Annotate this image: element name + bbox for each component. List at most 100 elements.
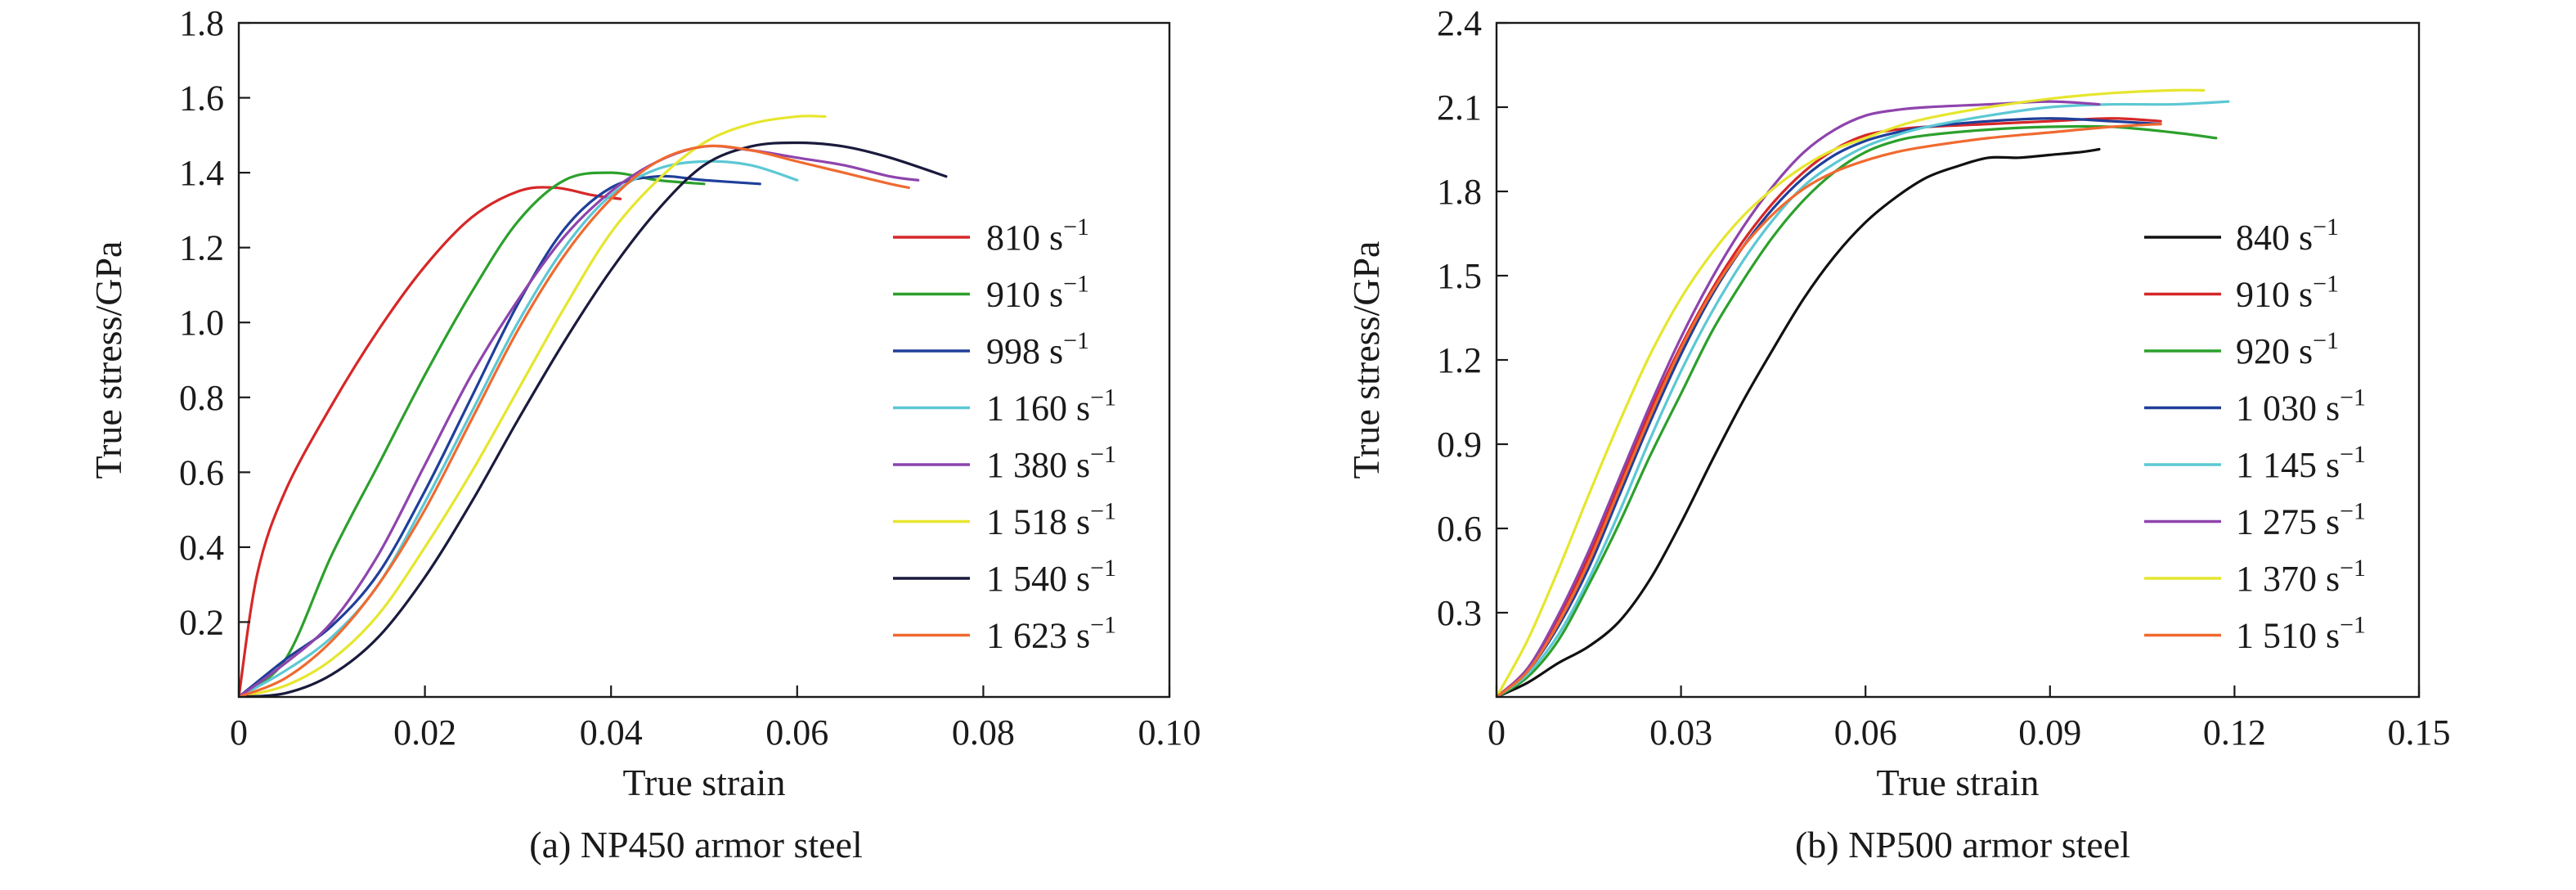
- legend-space: [1067, 559, 1076, 599]
- legend-rate-value: 1 623: [986, 616, 1067, 656]
- y-tick-label: 1.2: [1437, 340, 1482, 380]
- series-line-1510: [1497, 123, 2162, 697]
- legend-rate-unit: s: [1076, 502, 1090, 542]
- legend-rate-exponent: −1: [1063, 271, 1089, 298]
- legend-rate-exponent: −1: [2313, 327, 2339, 354]
- legend-space: [1067, 502, 1076, 542]
- legend-label: 1 518 s−1: [986, 498, 1116, 542]
- legend-rate-exponent: −1: [2340, 612, 2366, 639]
- y-tick-label: 1.0: [179, 303, 224, 343]
- y-axis-label: True stress/GPa: [1345, 241, 1387, 479]
- legend-rate-unit: s: [2299, 218, 2313, 258]
- legend-space: [2317, 502, 2326, 542]
- legend-rate-unit: s: [2326, 445, 2340, 485]
- y-tick-label: 0.3: [1437, 593, 1482, 633]
- x-axis-label: True strain: [1877, 762, 2040, 803]
- legend-space: [1067, 445, 1076, 485]
- series-line-1145: [1497, 100, 2230, 697]
- x-tick-label: 0.15: [2388, 712, 2451, 753]
- series-line-1370: [1497, 88, 2206, 697]
- legend-rate-exponent: −1: [1090, 441, 1116, 468]
- y-tick-label: 2.4: [1437, 3, 1482, 43]
- legend-rate-value: 1 145: [2236, 445, 2317, 485]
- legend-label: 840 s−1: [2236, 214, 2339, 258]
- legend-rate-value: 910: [2236, 275, 2290, 315]
- legend-rate-value: 1 275: [2236, 502, 2317, 542]
- legend-rate-value: 1 540: [986, 559, 1067, 599]
- legend-space: [2317, 389, 2326, 429]
- legend-rate-exponent: −1: [2313, 214, 2339, 240]
- legend-space: [2317, 616, 2326, 656]
- legend-label: 910 s−1: [986, 271, 1089, 315]
- y-tick-label: 0.6: [179, 452, 224, 492]
- legend-rate-value: 910: [986, 275, 1040, 315]
- series-line-1540: [239, 141, 948, 697]
- y-tick-label: 1.2: [179, 228, 224, 268]
- legend-rate-value: 1 510: [2236, 616, 2317, 656]
- legend-label: 1 380 s−1: [986, 441, 1116, 485]
- legend-rate-exponent: −1: [1063, 327, 1089, 354]
- legend-space: [1067, 389, 1076, 429]
- legend-space: [2317, 559, 2326, 599]
- legend-rate-exponent: −1: [1090, 384, 1116, 411]
- legend-space: [2290, 218, 2299, 258]
- legend-rate-unit: s: [1076, 389, 1090, 429]
- legend-rate-unit: s: [2326, 559, 2340, 599]
- y-tick-label: 0.9: [1437, 425, 1482, 465]
- y-tick-label: 0.6: [1437, 509, 1482, 549]
- x-tick-label: 0: [1488, 712, 1506, 753]
- legend-rate-exponent: −1: [2340, 384, 2366, 411]
- legend-rate-exponent: −1: [2313, 271, 2339, 298]
- legend-label: 1 160 s−1: [986, 384, 1116, 429]
- series-line-840: [1497, 147, 2101, 697]
- y-tick-label: 0.8: [179, 378, 224, 418]
- series-line-1623: [239, 144, 910, 697]
- series-line-920: [1497, 124, 2218, 697]
- x-tick-label: 0.10: [1138, 712, 1201, 753]
- figure-caption: (a) NP450 armor steel: [529, 824, 863, 865]
- chart-a: 0 0.02 0.04 0.06 0.08 0.10 0.2 0.4 0.6 0.8 1.0 1.2 1…: [88, 3, 1201, 865]
- legend-rate-exponent: −1: [1090, 555, 1116, 582]
- legend-rate-value: 1 030: [2236, 389, 2317, 429]
- y-tick-label: 2.1: [1437, 88, 1482, 128]
- legend-rate-unit: s: [2326, 502, 2340, 542]
- legend-rate-unit: s: [1049, 218, 1063, 258]
- x-tick-label: 0: [230, 712, 248, 753]
- y-tick-label: 1.4: [179, 153, 224, 193]
- plot-frame: [237, 21, 1171, 699]
- legend-rate-value: 840: [2236, 218, 2290, 258]
- series-line-1380: [239, 144, 920, 697]
- series-group: [1497, 88, 2230, 697]
- x-tick-label: 0.02: [393, 712, 456, 753]
- legend-label: 1 030 s−1: [2236, 384, 2366, 429]
- legend-rate-value: 1 380: [986, 445, 1067, 485]
- series-line-910: [239, 171, 706, 697]
- legend-rate-unit: s: [2299, 331, 2313, 371]
- x-axis-label: True strain: [623, 762, 786, 803]
- x-tick-label: 0.08: [952, 712, 1015, 753]
- legend-label: 998 s−1: [986, 327, 1089, 371]
- legend-space: [2290, 275, 2299, 315]
- legend-rate-value: 1 518: [986, 502, 1067, 542]
- y-tick-label: 1.5: [1437, 256, 1482, 296]
- chart-b: 0 0.03 0.06 0.09 0.12 0.15 0.3 0.6 0.9 1.2 1.5 1.8 2…: [1345, 3, 2451, 865]
- x-tick-label: 0.06: [765, 712, 828, 753]
- legend-rate-unit: s: [2299, 275, 2313, 315]
- legend-rate-unit: s: [2326, 389, 2340, 429]
- legend-rate-unit: s: [1049, 331, 1063, 371]
- series-line-810: [239, 186, 622, 697]
- legend-space: [1040, 331, 1049, 371]
- legend-rate-exponent: −1: [1090, 612, 1116, 639]
- legend-space: [2317, 445, 2326, 485]
- legend-space: [1040, 275, 1049, 315]
- y-tick-label: 0.2: [179, 602, 224, 642]
- series-line-910: [1497, 117, 2162, 697]
- y-tick-label: 0.4: [179, 528, 224, 568]
- series-line-1518: [239, 115, 827, 697]
- legend-label: 910 s−1: [2236, 271, 2339, 315]
- figure-caption: (b) NP500 armor steel: [1795, 824, 2130, 865]
- series-line-1030: [1497, 117, 2162, 697]
- legend-rate-exponent: −1: [2340, 441, 2366, 468]
